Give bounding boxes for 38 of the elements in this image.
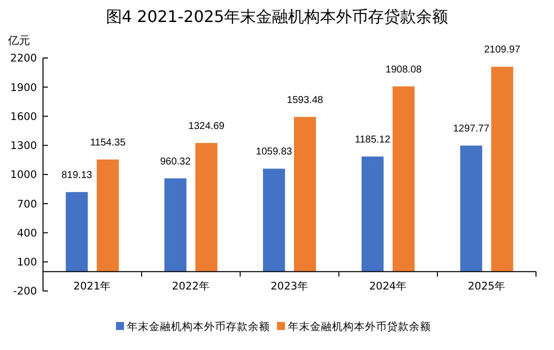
bar xyxy=(294,116,316,272)
x-tick-label: 2021年 xyxy=(73,280,112,293)
bar xyxy=(491,66,514,272)
data-label: 960.32 xyxy=(160,156,192,168)
data-label: 1297.77 xyxy=(453,124,490,135)
bar xyxy=(66,192,88,272)
data-label: 1185.12 xyxy=(354,134,391,146)
bar xyxy=(195,142,218,272)
x-tick-label: 2022年 xyxy=(172,280,210,293)
data-label: 1908.08 xyxy=(386,64,422,76)
x-tick-label: 2023年 xyxy=(270,280,308,293)
data-label: 1593.48 xyxy=(286,94,324,106)
bar xyxy=(164,178,186,272)
y-tick-label: 100 xyxy=(16,256,37,269)
y-tick-label: 1000 xyxy=(10,169,37,182)
bar xyxy=(362,156,384,272)
bar xyxy=(263,168,285,272)
y-tick-label: 1600 xyxy=(10,110,37,123)
legend-label: 年末金融机构本外币贷款余额 xyxy=(288,320,431,333)
data-label: 1059.83 xyxy=(256,146,293,158)
x-tick-label: 2024年 xyxy=(369,280,407,293)
y-axis-title: 亿元 xyxy=(7,34,30,47)
bar xyxy=(392,86,415,272)
data-label: 819.13 xyxy=(62,170,93,182)
y-tick-label: 1300 xyxy=(10,140,37,152)
chart-title: 图4 2021-2025年末金融机构本外币存贷款余额 xyxy=(106,7,448,26)
y-tick-label: 2200 xyxy=(10,52,37,65)
data-label: 2109.97 xyxy=(484,44,521,56)
x-tick-label: 2025年 xyxy=(468,280,506,293)
legend-label: 年末金融机构本外币存款余额 xyxy=(127,320,270,333)
data-label: 1324.69 xyxy=(188,120,225,132)
y-tick-label: 700 xyxy=(16,198,37,210)
bar xyxy=(96,160,119,272)
bar xyxy=(460,146,482,272)
y-tick-label: 1900 xyxy=(10,82,37,94)
y-tick-label: 400 xyxy=(16,227,37,240)
data-label: 1154.35 xyxy=(90,138,126,149)
y-tick-label: -200 xyxy=(13,286,37,298)
